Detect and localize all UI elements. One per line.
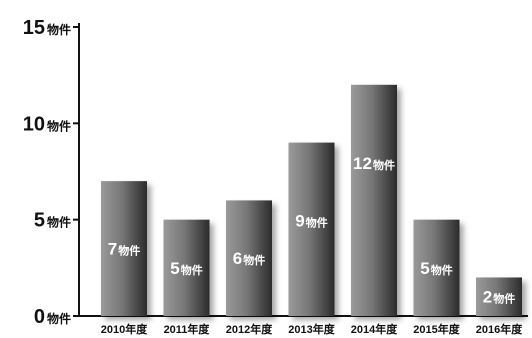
y-tick-label: 5 物件 [34,210,71,232]
bar [101,181,147,316]
bar-data-label: 5物件 [170,259,202,278]
x-category-label: 2012年度 [226,322,273,336]
bars [101,84,522,316]
bar [226,200,272,316]
bar-data-label: 7物件 [108,240,140,259]
bar [351,84,397,316]
bar [163,219,210,316]
bar-data-label: 2物件 [483,288,515,307]
y-tick-label: 10 物件 [23,113,71,135]
bar-data-label: 6物件 [233,249,265,268]
x-category-label: 2010年度 [101,322,148,336]
x-category-label: 2011年度 [164,322,211,336]
bar-data-label: 9物件 [295,212,327,231]
labels: 0 物件 5 物件 10 物件 15 物件 7物件 2010年度 5物件 2011年度 6物件 2012年… [23,17,523,336]
x-category-label: 2016年度 [476,322,523,336]
y-tick-label: 15 物件 [23,17,71,39]
x-category-label: 2014年度 [351,322,398,336]
x-category-label: 2015年度 [413,322,460,336]
x-category-label: 2013年度 [288,322,335,336]
bar-data-label: 5物件 [420,259,452,278]
bar [288,142,335,316]
bar [413,219,460,316]
y-tick-label: 0 物件 [34,306,71,328]
bar-data-label: 12物件 [353,154,395,173]
bar [476,277,522,316]
